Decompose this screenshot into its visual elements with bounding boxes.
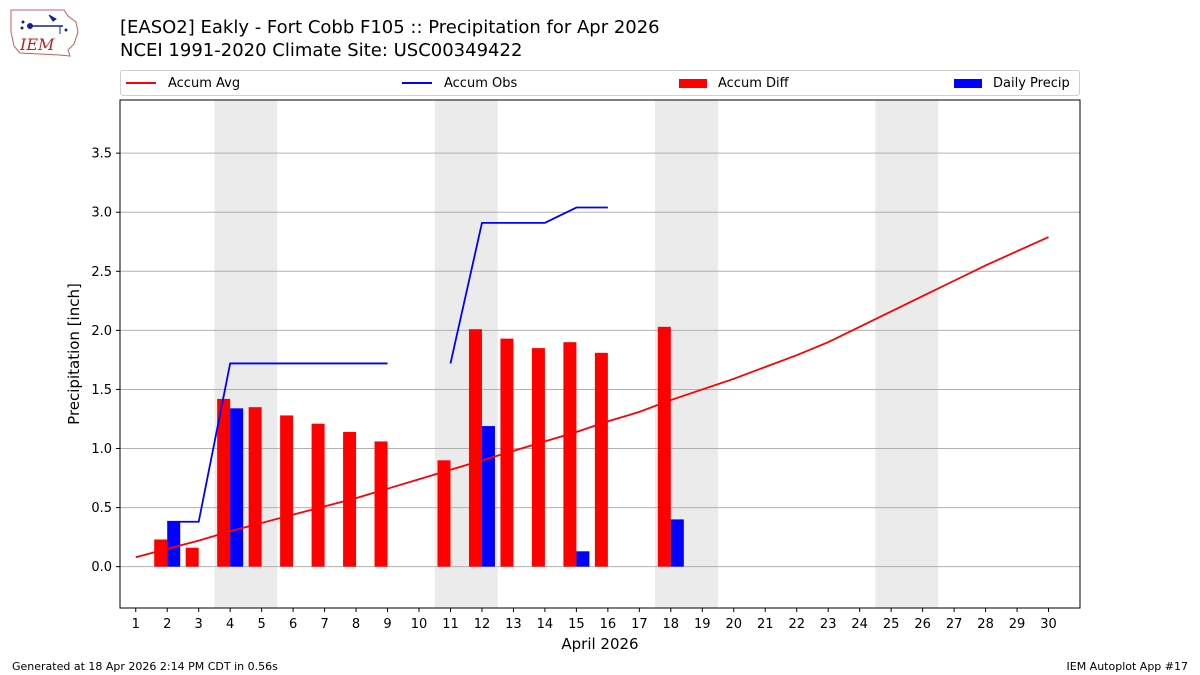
daily-precip-bar <box>481 426 495 567</box>
accum-obs-line <box>449 206 608 364</box>
iowa-state-outline <box>10 9 79 57</box>
x-tick-label: 27 <box>946 617 963 632</box>
y-tick-label: 0.5 <box>91 501 112 516</box>
chart-title: [EASO2] Eakly - Fort Cobb F105 :: Precip… <box>120 17 660 38</box>
accum-diff-bar <box>657 326 671 567</box>
legend-swatch-accum-obs <box>402 82 432 84</box>
x-tick-label: 10 <box>411 617 428 632</box>
y-tick-label: 2.5 <box>91 265 112 280</box>
x-tick-label: 9 <box>383 617 391 632</box>
plot-frame <box>119 99 1081 609</box>
x-tick-label: 19 <box>694 617 711 632</box>
legend-swatch-daily-precip <box>954 78 982 88</box>
x-tick-label: 2 <box>163 617 171 632</box>
y-tick-label: 3.0 <box>91 206 112 221</box>
legend-label-accum-obs: Accum Obs <box>444 75 518 91</box>
x-tick-label: 3 <box>195 617 203 632</box>
accum-diff-bar <box>374 441 388 567</box>
daily-precip-bar <box>576 551 590 567</box>
x-tick-label: 28 <box>977 617 994 632</box>
legend-item-accum-obs: Accum Obs <box>402 71 517 95</box>
x-tick-label: 26 <box>914 617 931 632</box>
accum-diff-bar <box>437 460 451 567</box>
accum-diff-bar <box>154 539 168 567</box>
accum-diff-bar <box>280 415 294 567</box>
y-tick-label: 3.5 <box>91 147 112 162</box>
x-tick-label: 23 <box>820 617 837 632</box>
y-tick-label: 2.0 <box>91 324 112 339</box>
legend: Accum Avg Accum Obs Accum Diff Daily Pre… <box>120 70 1080 96</box>
daily-precip-bar <box>167 521 181 567</box>
x-axis-label: April 2026 <box>561 635 638 653</box>
x-tick-label: 21 <box>757 617 774 632</box>
x-tick-label: 8 <box>352 617 360 632</box>
x-tick-label: 7 <box>320 617 328 632</box>
legend-label-accum-diff: Accum Diff <box>718 75 789 91</box>
accum-diff-bar <box>531 348 545 567</box>
x-tick-label: 30 <box>1040 617 1057 632</box>
footer-app: IEM Autoplot App #17 <box>1066 660 1189 673</box>
legend-item-accum-diff: Accum Diff <box>679 71 789 95</box>
accum-avg-line <box>135 236 1049 559</box>
legend-item-accum-avg: Accum Avg <box>126 71 240 95</box>
x-tick-label: 1 <box>132 617 140 632</box>
accum-diff-bar <box>468 329 482 567</box>
x-tick-label: 14 <box>537 617 554 632</box>
legend-item-daily-precip: Daily Precip <box>954 71 1070 95</box>
accum-diff-bar <box>217 398 231 567</box>
x-tick-label: 18 <box>663 617 680 632</box>
accum-obs-line <box>167 362 388 523</box>
x-tick-label: 24 <box>851 617 868 632</box>
weather-station-icon <box>20 14 68 34</box>
x-tick-label: 20 <box>725 617 742 632</box>
x-tick-label: 5 <box>257 617 265 632</box>
x-tick-label: 29 <box>1009 617 1026 632</box>
x-tick-label: 22 <box>788 617 805 632</box>
daily-precip-bar <box>670 519 684 567</box>
x-tick-label: 6 <box>289 617 297 632</box>
iem-logo: IEM <box>10 9 79 57</box>
y-axis-label: Precipitation [inch] <box>65 283 83 425</box>
y-tick-label: 0.0 <box>91 560 112 575</box>
accum-diff-bar <box>563 342 577 567</box>
legend-label-daily-precip: Daily Precip <box>993 75 1070 91</box>
x-tick-label: 4 <box>226 617 234 632</box>
x-tick-label: 12 <box>474 617 491 632</box>
legend-swatch-accum-avg <box>126 82 156 84</box>
accum-diff-bar <box>248 407 262 567</box>
accum-diff-bar <box>311 423 325 567</box>
accum-diff-bar <box>185 547 199 567</box>
x-tick-label: 25 <box>883 617 900 632</box>
x-tick-label: 13 <box>505 617 522 632</box>
x-tick-label: 15 <box>568 617 585 632</box>
x-tick-label: 11 <box>442 617 459 632</box>
x-tick-label: 16 <box>600 617 617 632</box>
footer-generated: Generated at 18 Apr 2026 2:14 PM CDT in … <box>12 660 278 673</box>
y-tick-label: 1.5 <box>91 383 112 398</box>
y-tick-label: 1.0 <box>91 442 112 457</box>
accum-diff-bar <box>594 352 608 567</box>
chart-subtitle: NCEI 1991-2020 Climate Site: USC00349422 <box>120 40 523 61</box>
legend-label-accum-avg: Accum Avg <box>168 75 241 91</box>
legend-swatch-accum-diff <box>679 78 707 88</box>
logo-text: IEM <box>19 35 55 54</box>
daily-precip-bar <box>230 408 244 567</box>
weekend-band <box>875 100 939 608</box>
x-tick-label: 17 <box>631 617 648 632</box>
